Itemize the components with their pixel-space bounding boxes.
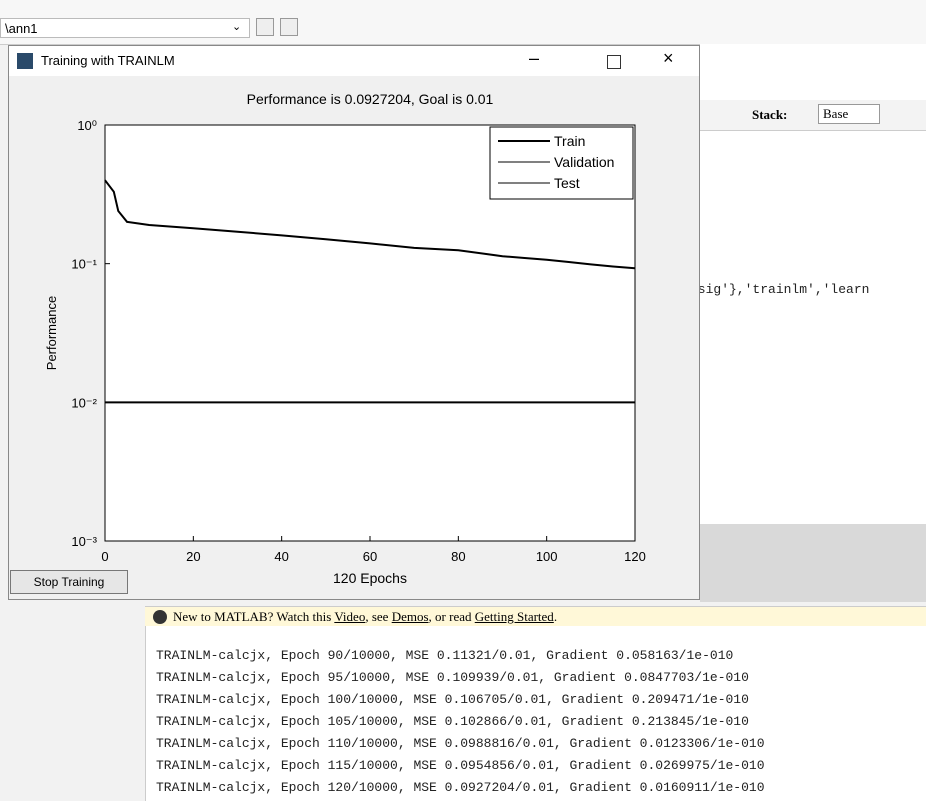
console-line: TRAINLM-calcjx, Epoch 120/10000, MSE 0.0… <box>156 780 765 795</box>
window-title: Training with TRAINLM <box>41 53 175 68</box>
command-window: TRAINLM-calcjx, Epoch 90/10000, MSE 0.11… <box>145 626 926 801</box>
x-tick-label: 40 <box>274 549 288 564</box>
info-text: , see <box>365 609 391 624</box>
workspace-toolbar: Stack: Base <box>700 100 926 131</box>
legend-label: Train <box>554 133 585 149</box>
x-tick-label: 80 <box>451 549 465 564</box>
y-tick-label: 10⁰ <box>77 118 97 133</box>
console-line: TRAINLM-calcjx, Epoch 90/10000, MSE 0.11… <box>156 648 733 663</box>
y-axis-label: Performance <box>44 296 59 370</box>
chart-title: Performance is 0.0927204, Goal is 0.01 <box>247 91 494 107</box>
window-icon <box>17 53 33 69</box>
x-tick-label: 20 <box>186 549 200 564</box>
stack-label: Stack: <box>752 107 787 123</box>
info-bar: New to MATLAB? Watch this Video, see Dem… <box>145 606 926 626</box>
panel-divider <box>700 524 926 602</box>
x-tick-label: 120 <box>624 549 646 564</box>
x-tick-label: 100 <box>536 549 558 564</box>
y-tick-label: 10⁻² <box>71 395 97 410</box>
y-tick-label: 10⁻¹ <box>71 257 97 272</box>
info-icon <box>153 610 167 624</box>
stack-select[interactable]: Base <box>818 104 880 124</box>
minimize-button[interactable]: – <box>529 48 539 69</box>
code-fragment: gsig'},'trainlm','learn <box>690 282 869 297</box>
maximize-button[interactable] <box>607 55 621 69</box>
legend-label: Validation <box>554 154 614 170</box>
dropdown-arrow[interactable]: ⌄ <box>232 20 241 33</box>
x-axis-label: 120 Epochs <box>333 570 407 586</box>
path-box[interactable]: \ann1 <box>0 18 250 38</box>
info-link[interactable]: Video <box>334 609 365 624</box>
y-tick-label: 10⁻³ <box>71 534 97 549</box>
legend-label: Test <box>554 175 580 191</box>
console-line: TRAINLM-calcjx, Epoch 100/10000, MSE 0.1… <box>156 692 749 707</box>
x-tick-label: 60 <box>363 549 377 564</box>
browse-button[interactable] <box>256 18 274 36</box>
info-link[interactable]: Demos <box>392 609 429 624</box>
screen: {"toolbar": {"path": "\\ann1"}, "workspa… <box>0 0 926 801</box>
console-line: TRAINLM-calcjx, Epoch 110/10000, MSE 0.0… <box>156 736 765 751</box>
close-button[interactable]: × <box>663 48 674 69</box>
info-text: , or read <box>429 609 475 624</box>
info-text: . <box>554 609 557 624</box>
console-line: TRAINLM-calcjx, Epoch 115/10000, MSE 0.0… <box>156 758 765 773</box>
info-link[interactable]: Getting Started <box>475 609 554 624</box>
info-text: New to MATLAB? Watch this <box>173 609 334 624</box>
window-title-bar: Training with TRAINLM – × <box>9 46 699 76</box>
console-line: TRAINLM-calcjx, Epoch 105/10000, MSE 0.1… <box>156 714 749 729</box>
up-folder-button[interactable] <box>280 18 298 36</box>
console-line: TRAINLM-calcjx, Epoch 95/10000, MSE 0.10… <box>156 670 749 685</box>
stop-training-button[interactable]: Stop Training <box>10 570 128 594</box>
x-tick-label: 0 <box>101 549 108 564</box>
chart: Performance is 0.0927204, Goal is 0.01 1… <box>8 76 700 600</box>
